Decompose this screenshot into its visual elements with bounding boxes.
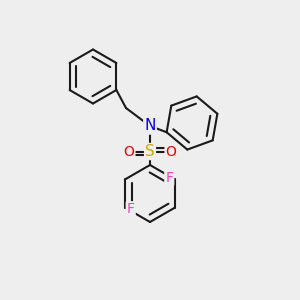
Text: F: F (127, 202, 135, 216)
Text: N: N (144, 118, 156, 134)
Text: O: O (124, 145, 134, 158)
Text: O: O (166, 145, 176, 158)
Text: F: F (165, 171, 173, 185)
Text: S: S (145, 144, 155, 159)
